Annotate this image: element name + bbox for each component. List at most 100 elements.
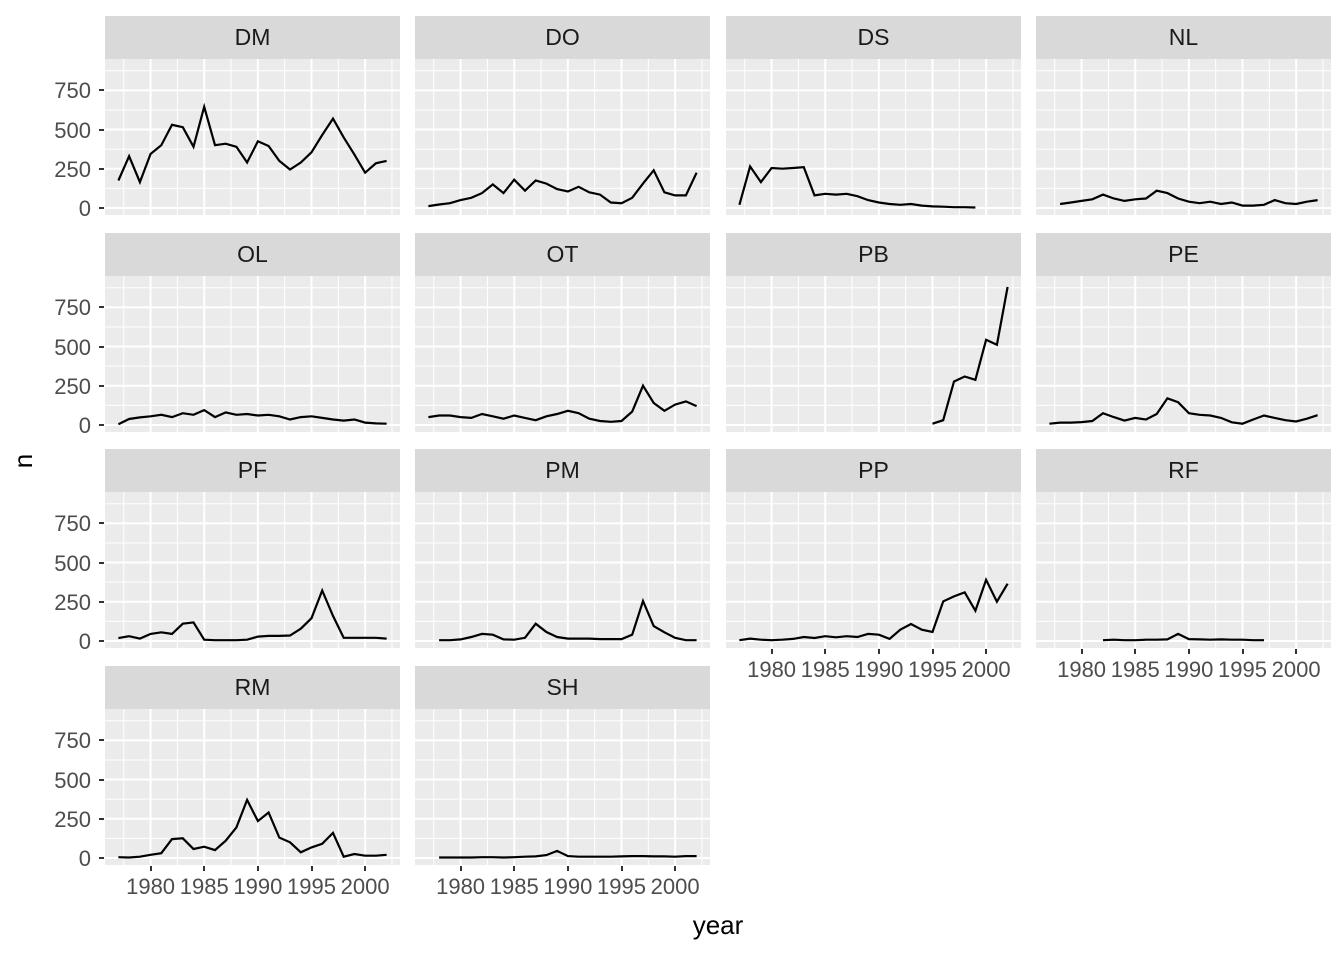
- facet-strip-pm: PM: [415, 449, 710, 492]
- panel-background: [726, 276, 1021, 432]
- y-axis-title: n: [8, 453, 38, 469]
- facet-panel-do: [415, 59, 710, 215]
- panel-background: [415, 59, 710, 215]
- x-tick-mark: [770, 649, 773, 654]
- x-tick-label: 1990: [233, 874, 283, 899]
- facet-panel-ol: [105, 276, 400, 432]
- data-line-do: [428, 168, 698, 208]
- x-tick-mark: [459, 866, 462, 871]
- x-tick-label: 1990: [543, 874, 593, 899]
- y-tick-mark: [99, 600, 104, 603]
- y-tick-mark: [99, 306, 104, 309]
- data-line-pe: [1049, 396, 1318, 425]
- panel-background: [105, 709, 400, 865]
- facet-panel-rf: [1036, 492, 1331, 648]
- x-tick-label: 1995: [287, 874, 336, 899]
- facet-label: OL: [237, 241, 268, 267]
- facet-label: PP: [858, 457, 889, 483]
- data-line-rf: [1102, 632, 1264, 642]
- y-tick-label: 750: [54, 78, 91, 104]
- x-tick-label: 1980: [436, 874, 486, 899]
- y-tick-mark: [99, 561, 104, 564]
- x-tick-mark: [985, 649, 988, 654]
- panel-background: [1036, 492, 1331, 648]
- y-tick-label: 0: [78, 628, 91, 654]
- x-tick-mark: [1134, 649, 1137, 654]
- x-tick-label: 1995: [1218, 657, 1267, 682]
- data-line-rm: [118, 797, 387, 859]
- y-tick-mark: [99, 856, 104, 859]
- facet-panel-dm: [105, 59, 400, 215]
- facet-panel-ot: [415, 276, 710, 432]
- data-line-nl: [1059, 189, 1318, 207]
- facet-label: PF: [237, 457, 268, 483]
- x-tick-mark: [256, 866, 259, 871]
- panel-background: [105, 276, 400, 432]
- x-tick-label: 1985: [489, 874, 539, 899]
- x-tick-mark: [1080, 649, 1083, 654]
- x-axis-title: year: [692, 910, 744, 940]
- x-tick-mark: [877, 649, 880, 654]
- facet-label: SH: [546, 674, 579, 700]
- panel-background: [726, 492, 1021, 648]
- x-tick-mark: [931, 649, 934, 654]
- facet-strip-do: DO: [415, 16, 710, 59]
- x-tick-mark: [620, 866, 623, 871]
- panel-background: [1036, 59, 1331, 215]
- y-tick-label: 250: [54, 806, 91, 832]
- facet-strip-ds: DS: [726, 16, 1021, 59]
- facet-strip-pb: PB: [726, 233, 1021, 276]
- facet-strip-pf: PF: [105, 449, 400, 492]
- y-tick-label: 0: [78, 195, 91, 221]
- facet-label: PB: [858, 241, 889, 267]
- y-tick-mark: [99, 384, 104, 387]
- y-tick-mark: [99, 423, 104, 426]
- facet-strip-pp: PP: [726, 449, 1021, 492]
- facet-label: RM: [234, 674, 271, 700]
- x-tick-mark: [1241, 649, 1244, 654]
- x-tick-mark: [566, 866, 569, 871]
- y-tick-label: 750: [54, 295, 91, 321]
- x-tick-mark: [1295, 649, 1298, 654]
- panel-background: [415, 709, 710, 865]
- x-tick-mark: [364, 866, 367, 871]
- y-tick-mark: [99, 206, 104, 209]
- y-tick-label: 0: [78, 412, 91, 438]
- x-tick-label: 1980: [1057, 657, 1107, 682]
- y-tick-mark: [99, 639, 104, 642]
- x-tick-label: 1995: [908, 657, 957, 682]
- y-tick-mark: [99, 345, 104, 348]
- facet-panel-pf: [105, 492, 400, 648]
- x-tick-label: 1985: [1110, 657, 1160, 682]
- y-tick-label: 750: [54, 728, 91, 754]
- facet-panel-sh: [415, 709, 710, 865]
- facet-label: PE: [1168, 241, 1199, 267]
- facet-label: OT: [546, 241, 579, 267]
- y-tick-mark: [99, 89, 104, 92]
- facet-label: DM: [234, 24, 271, 50]
- panel-background: [415, 276, 710, 432]
- y-tick-mark: [99, 167, 104, 170]
- data-line-pf: [118, 587, 387, 642]
- facet-strip-rf: RF: [1036, 449, 1331, 492]
- y-tick-label: 250: [54, 373, 91, 399]
- x-tick-label: 2000: [961, 657, 1011, 682]
- x-tick-label: 1990: [854, 657, 904, 682]
- facet-label: RF: [1168, 457, 1199, 483]
- x-tick-label: 2000: [650, 874, 700, 899]
- y-tick-mark: [99, 739, 104, 742]
- y-tick-label: 750: [54, 511, 91, 537]
- x-tick-label: 1980: [126, 874, 176, 899]
- facet-label: NL: [1168, 24, 1199, 50]
- y-tick-label: 500: [54, 117, 91, 143]
- facet-strip-rm: RM: [105, 666, 400, 709]
- facet-strip-pe: PE: [1036, 233, 1331, 276]
- x-tick-label: 1985: [800, 657, 850, 682]
- data-line-pp: [739, 576, 1009, 642]
- panel-background: [1036, 276, 1331, 432]
- y-tick-mark: [99, 128, 104, 131]
- panel-background: [105, 492, 400, 648]
- facet-strip-nl: NL: [1036, 16, 1331, 59]
- panel-background: [726, 59, 1021, 215]
